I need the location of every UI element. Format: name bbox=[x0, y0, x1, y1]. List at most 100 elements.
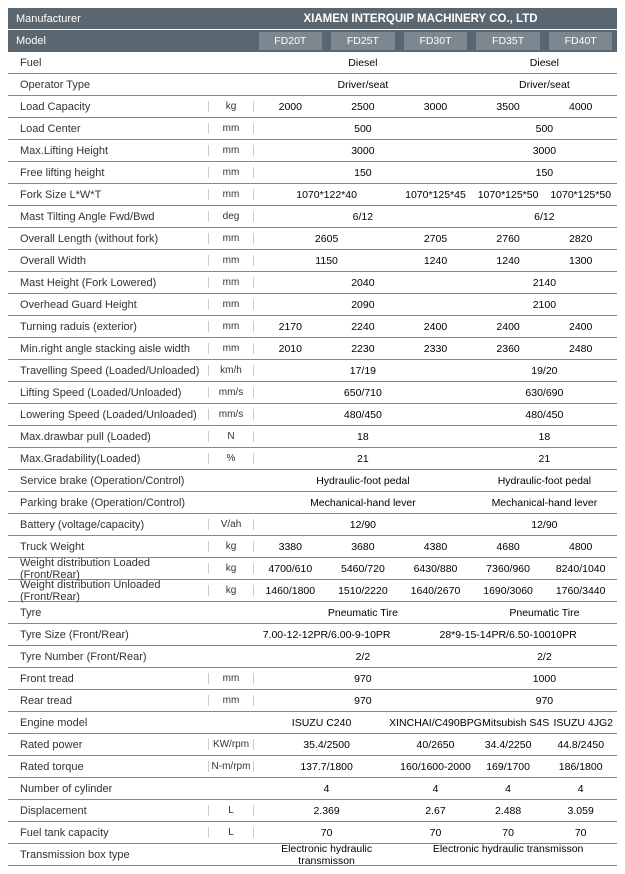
row-value: 150 bbox=[254, 167, 472, 179]
row-unit: KW/rpm bbox=[208, 739, 254, 750]
row-value: 2400 bbox=[399, 321, 472, 333]
row-values: 2121 bbox=[254, 453, 617, 465]
row-label: Truck Weight bbox=[8, 541, 208, 553]
row-unit: mm/s bbox=[208, 409, 254, 420]
row-value: 2100 bbox=[472, 299, 617, 311]
row-value: 7360/960 bbox=[472, 563, 545, 575]
row-unit: mm bbox=[208, 167, 254, 178]
table-row: Overall Length (without fork)mm260527052… bbox=[8, 228, 617, 250]
table-row: Number of cylinder4444 bbox=[8, 778, 617, 800]
model-tab: FD25T bbox=[328, 32, 399, 50]
row-label: Load Center bbox=[8, 123, 208, 135]
row-value: 2000 bbox=[254, 101, 327, 113]
row-value: 500 bbox=[254, 123, 472, 135]
row-value: 70 bbox=[544, 827, 617, 839]
row-value: 21 bbox=[472, 453, 617, 465]
row-value: 1240 bbox=[472, 255, 545, 267]
row-value: 970 bbox=[472, 695, 617, 707]
table-row: Lifting Speed (Loaded/Unloaded)mm/s650/7… bbox=[8, 382, 617, 404]
row-value: 34.4/2250 bbox=[472, 739, 545, 751]
model-tab-label: FD40T bbox=[549, 32, 613, 50]
table-row: Battery (voltage/capacity)V/ah12/9012/90 bbox=[8, 514, 617, 536]
row-unit: mm bbox=[208, 189, 254, 200]
row-value: 480/450 bbox=[254, 409, 472, 421]
table-row: Fuel tank capacityL70707070 bbox=[8, 822, 617, 844]
row-value: 1070*125*50 bbox=[544, 189, 617, 201]
row-value: 650/710 bbox=[254, 387, 472, 399]
row-values: 12/9012/90 bbox=[254, 519, 617, 531]
row-unit: kg bbox=[208, 541, 254, 552]
row-label: Battery (voltage/capacity) bbox=[8, 519, 208, 531]
row-label: Fuel tank capacity bbox=[8, 827, 208, 839]
row-value: 40/2650 bbox=[399, 739, 472, 751]
row-value: Mitsubish S4S bbox=[482, 717, 550, 729]
row-value: 5460/720 bbox=[327, 563, 400, 575]
table-row: Free lifting heightmm150150 bbox=[8, 162, 617, 184]
row-value: 1690/3060 bbox=[472, 585, 545, 597]
row-label: Weight distribution Unloaded (Front/Rear… bbox=[8, 579, 208, 603]
row-value: 2820 bbox=[544, 233, 617, 245]
model-tab: FD30T bbox=[400, 32, 471, 50]
row-value: 3000 bbox=[399, 101, 472, 113]
row-value: 35.4/2500 bbox=[254, 739, 399, 751]
row-values: 480/450480/450 bbox=[254, 409, 617, 421]
row-value: 2500 bbox=[327, 101, 400, 113]
row-label: Mast Tilting Angle Fwd/Bwd bbox=[8, 211, 208, 223]
model-label: Model bbox=[8, 35, 208, 47]
row-label: Max.drawbar pull (Loaded) bbox=[8, 431, 208, 443]
row-unit: mm/s bbox=[208, 387, 254, 398]
row-unit: mm bbox=[208, 145, 254, 156]
table-row: Weight distribution Loaded (Front/Rear)k… bbox=[8, 558, 617, 580]
row-value: 2760 bbox=[472, 233, 545, 245]
row-value: 1000 bbox=[472, 673, 617, 685]
row-value: Hydraulic-foot pedal bbox=[472, 475, 617, 487]
model-tabs: FD20TFD25TFD30TFD35TFD40T bbox=[254, 32, 617, 50]
row-label: Engine model bbox=[8, 717, 208, 729]
table-row: Engine modelISUZU C240XINCHAI/C490BPGMit… bbox=[8, 712, 617, 734]
row-value: 970 bbox=[254, 695, 472, 707]
row-values: Pneumatic TirePneumatic Tire bbox=[254, 607, 617, 619]
row-label: Min.right angle stacking aisle width bbox=[8, 343, 208, 355]
row-values: DieselDiesel bbox=[254, 57, 617, 69]
row-value: 2400 bbox=[544, 321, 617, 333]
row-label: Mast Height (Fork Lowered) bbox=[8, 277, 208, 289]
row-label: Overall Width bbox=[8, 255, 208, 267]
row-values: 500500 bbox=[254, 123, 617, 135]
row-value: 186/1800 bbox=[544, 761, 617, 773]
row-unit: mm bbox=[208, 233, 254, 244]
row-unit: mm bbox=[208, 673, 254, 684]
row-value: 3000 bbox=[472, 145, 617, 157]
model-tab-label: FD35T bbox=[476, 32, 540, 50]
row-values: 33803680438046804800 bbox=[254, 541, 617, 553]
row-value: 70 bbox=[254, 827, 399, 839]
row-unit: % bbox=[208, 453, 254, 464]
row-value: Pneumatic Tire bbox=[254, 607, 472, 619]
row-value: 500 bbox=[472, 123, 617, 135]
row-values: 6/126/12 bbox=[254, 211, 617, 223]
row-label: Load Capacity bbox=[8, 101, 208, 113]
row-value: 2330 bbox=[399, 343, 472, 355]
table-row: TyrePneumatic TirePneumatic Tire bbox=[8, 602, 617, 624]
row-value: 4800 bbox=[544, 541, 617, 553]
row-value: ISUZU 4JG2 bbox=[549, 717, 617, 729]
row-value: 150 bbox=[472, 167, 617, 179]
row-value: 2/2 bbox=[254, 651, 472, 663]
table-row: Parking brake (Operation/Control)Mechani… bbox=[8, 492, 617, 514]
row-unit: kg bbox=[208, 585, 254, 596]
row-value: 1070*125*50 bbox=[472, 189, 545, 201]
model-tab-label: FD25T bbox=[331, 32, 395, 50]
manufacturer-label: Manufacturer bbox=[8, 13, 208, 25]
row-value: 4 bbox=[254, 783, 399, 795]
row-values: 20102230233023602480 bbox=[254, 343, 617, 355]
row-value: 12/90 bbox=[254, 519, 472, 531]
row-values: 21702240240024002400 bbox=[254, 321, 617, 333]
row-values: Hydraulic-foot pedalHydraulic-foot pedal bbox=[254, 475, 617, 487]
row-value: Mechanical-hand lever bbox=[254, 497, 472, 509]
table-row: Front treadmm9701000 bbox=[8, 668, 617, 690]
row-label: Front tread bbox=[8, 673, 208, 685]
row-value: 2230 bbox=[327, 343, 400, 355]
table-row: Weight distribution Unloaded (Front/Rear… bbox=[8, 580, 617, 602]
row-value: 28*9-15-14PR/6.50-10010PR bbox=[399, 629, 617, 641]
row-value: 70 bbox=[472, 827, 545, 839]
row-value: 1460/1800 bbox=[254, 585, 327, 597]
